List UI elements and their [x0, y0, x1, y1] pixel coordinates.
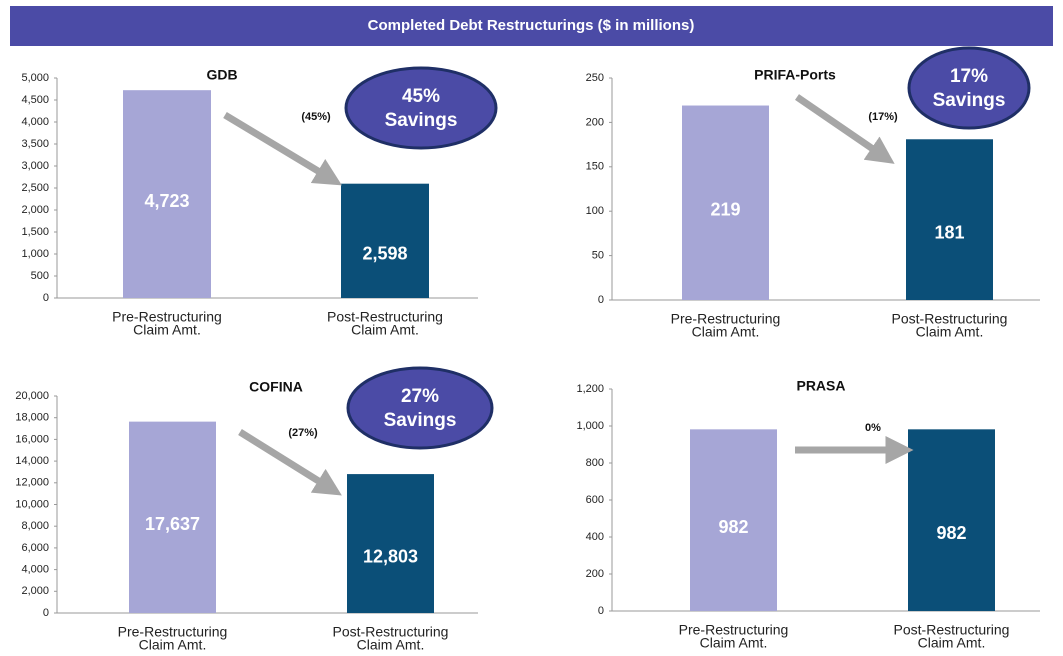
y-tick-label: 12,000: [15, 477, 49, 489]
chart-title: COFINA: [249, 379, 303, 395]
y-tick-label: 4,500: [21, 94, 49, 106]
chart-title: PRASA: [796, 378, 845, 394]
savings-badge: [346, 366, 494, 450]
annotation: (17%): [868, 111, 898, 123]
x-tick-label: Claim Amt.: [692, 324, 760, 340]
arrow: [795, 94, 895, 164]
value-label: 4,723: [144, 191, 189, 211]
savings-badge: [344, 66, 498, 150]
x-tick-label: Post-Restructuring: [327, 309, 443, 325]
x-tick-label: Claim Amt.: [700, 635, 768, 651]
bar: [906, 139, 993, 300]
value-label: 982: [936, 523, 966, 543]
bar: [123, 90, 211, 298]
y-tick-label: 200: [586, 568, 604, 580]
arrow: [223, 112, 342, 186]
value-label: 181: [934, 222, 964, 242]
bar: [908, 429, 995, 611]
chart-title: PRIFA-Ports: [754, 67, 836, 83]
x-tick-label: Pre-Restructuring: [112, 309, 222, 325]
y-tick-label: 2,000: [21, 204, 49, 216]
x-tick-label: Pre-Restructuring: [671, 311, 781, 327]
y-tick-label: 200: [586, 116, 604, 128]
x-tick-label: Pre-Restructuring: [679, 622, 789, 638]
x-tick-label: Pre-Restructuring: [118, 624, 228, 640]
value-label: 17,637: [145, 514, 200, 534]
badge-text: Savings: [933, 90, 1006, 111]
y-tick-label: 18,000: [15, 412, 49, 424]
y-tick-label: 50: [592, 250, 604, 262]
y-tick-label: 2,000: [21, 585, 49, 597]
y-tick-label: 4,000: [21, 564, 49, 576]
bar: [347, 474, 434, 613]
y-tick-label: 1,000: [576, 420, 604, 432]
bar: [341, 183, 429, 298]
y-tick-label: 1,000: [21, 248, 49, 260]
y-tick-label: 0: [43, 607, 49, 619]
x-tick-label: Claim Amt.: [139, 637, 207, 653]
x-tick-label: Claim Amt.: [133, 322, 201, 338]
y-tick-label: 16,000: [15, 433, 49, 445]
y-tick-label: 150: [586, 161, 604, 173]
y-tick-label: 14,000: [15, 455, 49, 467]
badge-text: 27%: [401, 386, 439, 407]
x-tick-label: Claim Amt.: [357, 637, 425, 653]
y-tick-label: 8,000: [21, 520, 49, 532]
y-tick-label: 250: [586, 72, 604, 84]
value-label: 2,598: [362, 244, 407, 264]
badge-text: 45%: [402, 86, 440, 107]
y-tick-label: 3,500: [21, 138, 49, 150]
header-title: Completed Debt Restructurings ($ in mill…: [368, 17, 695, 34]
y-tick-label: 5,000: [21, 72, 49, 84]
chart-title: GDB: [206, 67, 237, 83]
y-tick-label: 6,000: [21, 542, 49, 554]
y-tick-label: 600: [586, 494, 604, 506]
bar: [690, 429, 777, 611]
x-tick-label: Post-Restructuring: [333, 624, 449, 640]
y-tick-label: 4,000: [21, 116, 49, 128]
value-label: 982: [718, 517, 748, 537]
y-tick-label: 0: [598, 605, 604, 617]
value-label: 219: [710, 200, 740, 220]
badge-text: Savings: [384, 410, 457, 431]
badge-text: Savings: [385, 110, 458, 131]
y-tick-label: 0: [598, 294, 604, 306]
arrow: [238, 429, 342, 496]
x-tick-label: Post-Restructuring: [892, 311, 1008, 327]
y-tick-label: 1,500: [21, 226, 49, 238]
y-tick-label: 800: [586, 457, 604, 469]
value-label: 12,803: [363, 546, 418, 566]
savings-badge: [907, 46, 1031, 130]
y-tick-label: 500: [31, 270, 49, 282]
y-tick-label: 10,000: [15, 498, 49, 510]
bar: [129, 421, 216, 613]
y-tick-label: 400: [586, 531, 604, 543]
y-tick-label: 100: [586, 205, 604, 217]
annotation: 0%: [865, 422, 881, 434]
y-tick-label: 0: [43, 292, 49, 304]
y-tick-label: 20,000: [15, 390, 49, 402]
x-tick-label: Claim Amt.: [918, 635, 986, 651]
badge-text: 17%: [950, 66, 988, 87]
x-tick-label: Claim Amt.: [916, 324, 984, 340]
y-tick-label: 3,000: [21, 160, 49, 172]
annotation: (27%): [288, 427, 318, 439]
y-tick-label: 1,200: [576, 383, 604, 395]
annotation: (45%): [301, 111, 331, 123]
y-tick-label: 2,500: [21, 182, 49, 194]
x-tick-label: Post-Restructuring: [894, 622, 1010, 638]
x-tick-label: Claim Amt.: [351, 322, 419, 338]
header-bar: [10, 6, 1053, 46]
bar: [682, 105, 769, 300]
